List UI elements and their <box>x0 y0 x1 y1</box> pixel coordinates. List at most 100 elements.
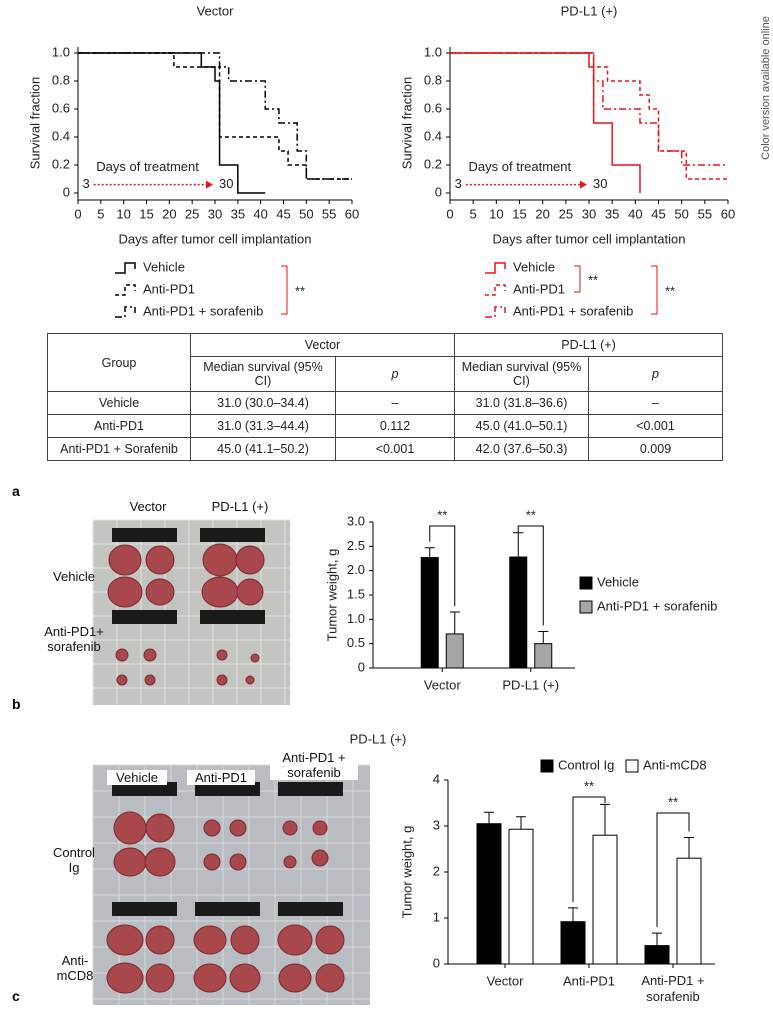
x-tick-label: 5 <box>97 206 104 221</box>
x-tick-label: PD-L1 (+) <box>502 677 559 692</box>
photo-label: Vehicle <box>53 569 95 584</box>
table-body: Vehicle 31.0 (30.0–34.4) –31.0 (31.8–36.6)… <box>47 391 723 461</box>
panel-label: a <box>12 483 20 499</box>
legend-icon <box>485 284 506 296</box>
table-row: Anti-PD1 31.0 (31.3–44.4) 0.112 45.0 (41.0–… <box>47 414 723 438</box>
table-cell: Anti-PD1 + Sorafenib <box>47 437 191 461</box>
error-bar <box>600 803 610 836</box>
table-subheader: Median survival (95% CI) <box>190 356 336 392</box>
error-bar <box>484 811 494 824</box>
annotation: Days of treatment <box>96 159 199 174</box>
y-tick-label: 1.0 <box>347 611 365 626</box>
survival-table: Group Vector PD-L1 (+) Median survival (… <box>47 333 723 461</box>
y-tick-label: 0.4 <box>52 128 70 143</box>
significance-bracket <box>651 265 658 315</box>
photo-label: Control Ig <box>53 845 95 875</box>
side-note-box: Color version available online <box>756 0 772 180</box>
annotation-end: 30 <box>219 176 233 191</box>
y-tick-label: 0 <box>63 184 70 199</box>
x-tick-label: 60 <box>345 206 359 221</box>
significance-bracket <box>656 812 690 928</box>
y-tick-label: 0.8 <box>52 72 70 87</box>
table-row: Anti-PD1 + Sorafenib 45.0 (41.1–50.2) <0.0… <box>47 437 723 461</box>
y-tick-label: 2.0 <box>347 562 365 577</box>
x-tick-label: Anti-PD1 <box>563 973 615 988</box>
tumor <box>315 963 345 993</box>
x-tick-label: 10 <box>489 206 503 221</box>
photo-tag <box>112 782 177 796</box>
significance-bracket <box>572 796 606 902</box>
x-tick-label: Anti-PD1 + sorafenib <box>641 973 704 1004</box>
tumor <box>216 674 228 686</box>
chart-title: PD-L1 (+) <box>561 3 618 18</box>
error-bar <box>684 837 694 859</box>
legend-label: Anti-PD1 + sorafenib <box>513 303 633 318</box>
tumor <box>250 653 260 663</box>
legend-icon <box>115 262 136 274</box>
table-cell: <0.001 <box>588 414 723 438</box>
tumor <box>315 925 345 955</box>
legend-label: Anti-PD1 <box>143 281 195 296</box>
bar <box>420 557 439 669</box>
error-bar <box>568 907 578 922</box>
photo-label: Vehicle <box>107 770 167 785</box>
table-cell: – <box>588 391 723 415</box>
x-tick-label: 25 <box>185 206 199 221</box>
table-cell: Vehicle <box>47 391 191 415</box>
bar <box>560 921 586 965</box>
y-tick-label: 0 <box>433 955 440 970</box>
table-cell: 42.0 (37.6–50.3) <box>454 437 589 461</box>
survival-curve <box>450 52 728 166</box>
photo-tag <box>195 782 260 796</box>
x-tick-label: 50 <box>299 206 313 221</box>
legend-icon <box>485 306 506 318</box>
error-bar <box>513 532 524 558</box>
photo-label: Vector <box>129 499 167 514</box>
x-tick-label: 35 <box>605 206 619 221</box>
y-tick-label: 1.0 <box>424 44 442 59</box>
error-bar <box>424 547 435 558</box>
legend-label: Vehicle <box>513 259 555 274</box>
y-tick-label: 3.0 <box>347 513 365 528</box>
tumor <box>216 649 228 661</box>
photo-tag <box>278 782 343 796</box>
y-tick-label: 2.5 <box>347 538 365 553</box>
y-tick-label: 1 <box>433 909 440 924</box>
survival-curve <box>78 52 266 194</box>
significance-label: ** <box>584 778 594 793</box>
significance-bracket <box>429 525 456 607</box>
tumor <box>113 811 147 845</box>
y-axis-label: Tumor weight, g <box>399 826 414 919</box>
arrow-head <box>580 180 587 189</box>
tumor <box>282 820 298 836</box>
x-tick-label: 25 <box>559 206 573 221</box>
y-axis-label: Survival fraction <box>27 77 42 169</box>
tumor <box>203 853 221 871</box>
x-tick-label: 0 <box>74 206 81 221</box>
panel-label: b <box>12 696 21 712</box>
tumor <box>202 543 238 577</box>
tumor <box>201 576 239 608</box>
y-tick-label: 0.2 <box>424 156 442 171</box>
bar <box>644 945 670 965</box>
tumor <box>277 924 313 956</box>
x-tick-label: 30 <box>582 206 596 221</box>
tumor <box>145 813 175 843</box>
tumor <box>245 675 255 685</box>
legend-label: Anti-PD1 <box>513 281 565 296</box>
y-tick-label: 0.2 <box>52 156 70 171</box>
tumor <box>203 819 221 837</box>
y-tick-label: 3 <box>433 817 440 832</box>
tumor <box>108 544 142 576</box>
significance-label: ** <box>526 507 536 522</box>
x-axis-label: Days after tumor cell implantation <box>493 231 686 246</box>
tumor <box>107 576 143 608</box>
survival-curve <box>450 52 641 193</box>
x-tick-label: 35 <box>231 206 245 221</box>
survival-curve <box>78 52 352 180</box>
table-cell: 31.0 (30.0–34.4) <box>190 391 336 415</box>
significance-bracket <box>281 265 288 315</box>
y-tick-label: 0.4 <box>424 128 442 143</box>
